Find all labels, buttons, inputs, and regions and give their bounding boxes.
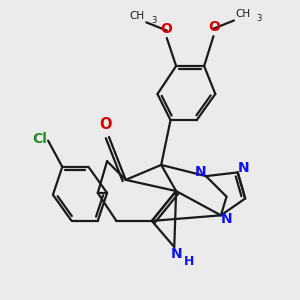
Text: O: O bbox=[160, 22, 172, 36]
Text: N: N bbox=[221, 212, 232, 226]
Text: CH: CH bbox=[129, 11, 145, 21]
Text: Cl: Cl bbox=[32, 132, 47, 146]
Text: N: N bbox=[238, 161, 249, 175]
Text: CH: CH bbox=[236, 9, 251, 20]
Text: 3: 3 bbox=[256, 14, 262, 23]
Text: O: O bbox=[208, 20, 220, 34]
Text: H: H bbox=[184, 255, 194, 268]
Text: O: O bbox=[100, 118, 112, 133]
Text: N: N bbox=[195, 165, 206, 178]
Text: 3: 3 bbox=[151, 16, 156, 25]
Text: N: N bbox=[170, 247, 182, 261]
